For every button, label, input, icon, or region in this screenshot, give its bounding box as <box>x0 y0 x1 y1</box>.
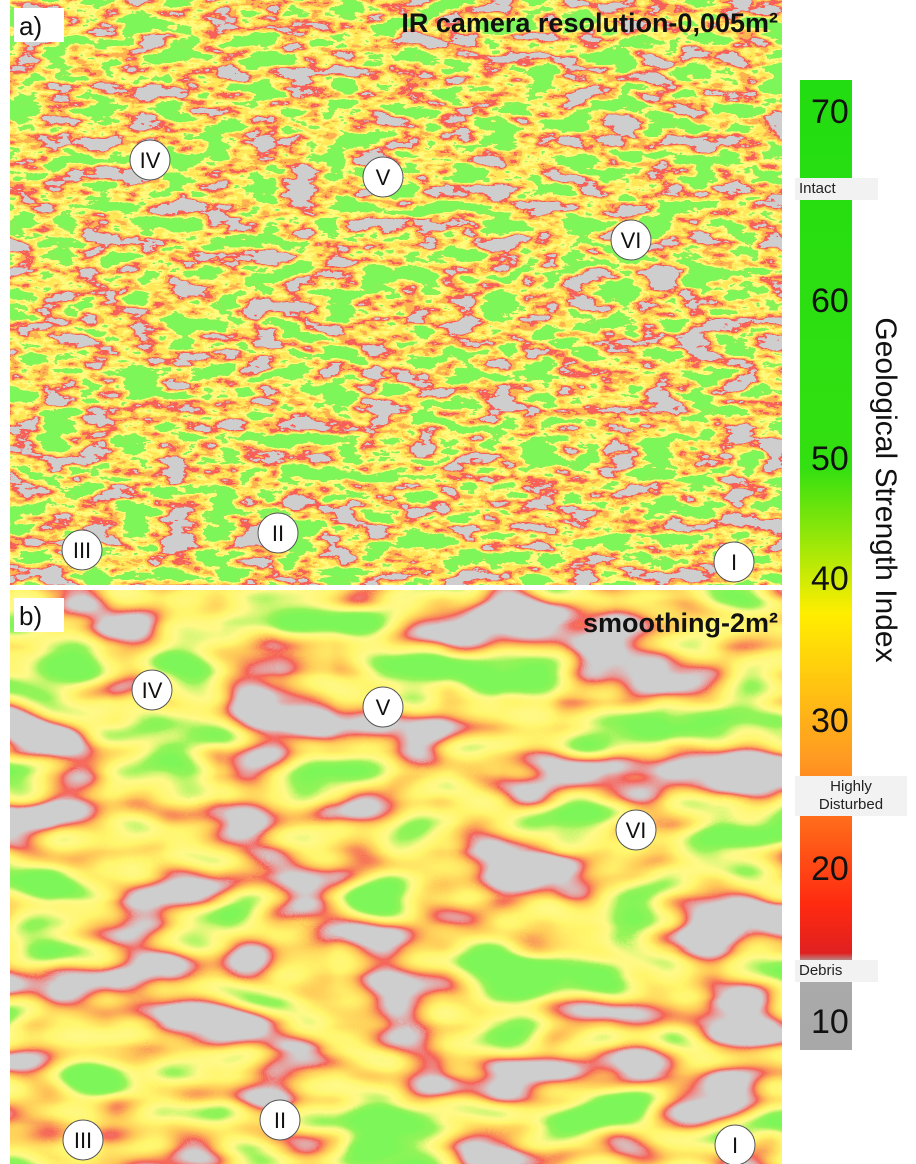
marker-circle <box>129 139 171 181</box>
marker-circle <box>714 1124 756 1164</box>
marker-label: III <box>74 1128 92 1153</box>
marker-circle <box>61 529 103 571</box>
marker-label: III <box>73 538 91 563</box>
map-a <box>10 0 782 585</box>
marker-label: VI <box>626 818 647 843</box>
class-label: Intact <box>795 178 878 200</box>
marker-circle <box>131 669 173 711</box>
marker-circle <box>610 219 652 261</box>
marker-label: V <box>376 165 391 190</box>
panel-letter: b) <box>19 601 42 631</box>
panel-letter-box <box>14 598 64 632</box>
marker-circle <box>259 1099 301 1141</box>
marker-circle <box>362 156 404 198</box>
colorbar-tick-label: 50 <box>811 440 849 478</box>
class-label: Highly Disturbed <box>795 776 907 816</box>
class-label: Debris <box>795 960 878 982</box>
panel-title: IR camera resolution-0,005m² <box>401 8 778 38</box>
marker-label: II <box>272 521 284 546</box>
marker-circle <box>615 809 657 851</box>
marker-circle <box>713 541 755 583</box>
panel-title: smoothing-2m² <box>583 608 778 638</box>
marker-circle <box>62 1119 104 1161</box>
marker-circle <box>257 512 299 554</box>
colorbar-tick-label: 20 <box>811 850 849 888</box>
marker-label: IV <box>140 148 161 173</box>
panel-letter: a) <box>19 11 42 41</box>
colorbar-tick-label: 10 <box>811 1003 849 1041</box>
panel-letter-box <box>14 8 64 42</box>
colorbar <box>800 80 852 1050</box>
marker-label: V <box>376 695 391 720</box>
marker-label: VI <box>621 228 642 253</box>
map-b <box>10 590 782 1164</box>
marker-label: I <box>732 1133 738 1158</box>
marker-label: II <box>274 1108 286 1133</box>
colorbar-title: Geological Strength Index <box>869 317 902 662</box>
colorbar-tick-label: 60 <box>811 282 849 320</box>
colorbar-tick-label: 30 <box>811 702 849 740</box>
marker-label: IV <box>142 678 163 703</box>
colorbar-tick-label: 70 <box>811 93 849 131</box>
colorbar-tick-label: 40 <box>811 560 849 598</box>
marker-label: I <box>731 550 737 575</box>
marker-circle <box>362 686 404 728</box>
